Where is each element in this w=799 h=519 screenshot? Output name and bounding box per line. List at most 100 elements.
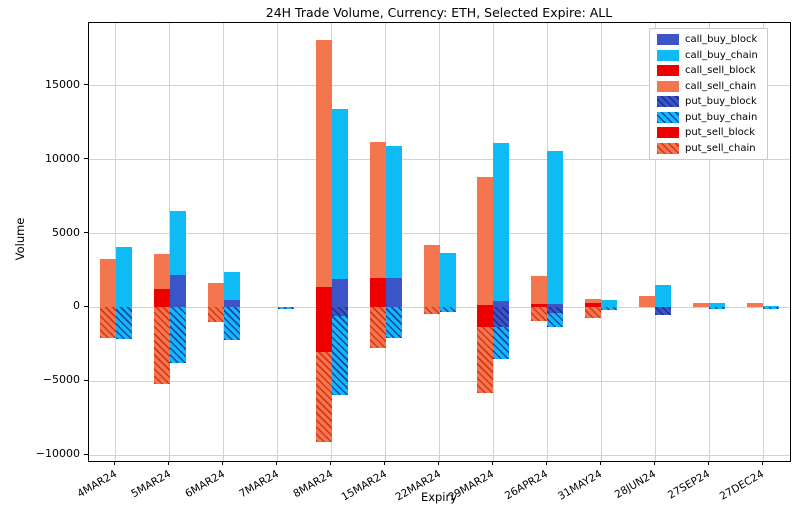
legend-label: put_buy_block <box>685 96 757 107</box>
legend-swatch-call_sell_block-icon <box>657 65 679 76</box>
bar-call_sell_chain-5MAR24 <box>153 254 170 289</box>
x-axis-label: Expiry <box>420 490 458 504</box>
bar-call_sell_chain-22MAR24 <box>423 245 440 308</box>
legend-item-put_buy_block: put_buy_block <box>657 96 758 107</box>
legend-label: call_buy_block <box>685 34 758 45</box>
bar-call_sell_block-26APR24 <box>531 304 548 308</box>
bar-call_buy_chain-22MAR24 <box>439 253 456 308</box>
bar-call_buy_chain-15MAR24 <box>385 146 402 278</box>
bar-put_sell_chain-22MAR24 <box>423 307 440 314</box>
y-tick-mark <box>84 305 88 307</box>
bar-call_sell_chain-15MAR24 <box>369 141 386 278</box>
bar-call_sell_block-15MAR24 <box>369 277 386 308</box>
x-tick-mark <box>707 461 709 465</box>
bar-put_sell_chain-29MAR24 <box>477 327 494 394</box>
bar-call_buy_chain-31MAY24 <box>601 299 618 308</box>
x-tick-mark <box>599 461 601 465</box>
bar-put_buy_block-26APR24 <box>547 307 564 314</box>
legend-label: put_sell_chain <box>685 142 756 154</box>
bar-put_sell_block-8MAR24 <box>315 307 332 353</box>
bar-call_buy_chain-27DEC24 <box>763 305 780 308</box>
bar-put_buy_chain-4MAR24 <box>115 307 132 340</box>
bar-call_sell_block-29MAR24 <box>477 305 494 308</box>
legend-item-call_sell_chain: call_sell_chain <box>657 80 758 92</box>
bar-call_buy_chain-5MAR24 <box>169 211 186 275</box>
x-tick-mark <box>438 461 439 465</box>
bar-call_buy_block-15MAR24 <box>385 277 402 308</box>
y-tick-mark <box>84 84 88 86</box>
x-tick-mark <box>545 461 547 465</box>
bar-call_sell_chain-4MAR24 <box>99 259 116 308</box>
y-tick-label: 10000 <box>45 151 80 165</box>
legend-item-put_sell_chain: put_sell_chain <box>657 142 758 154</box>
bar-call_buy_chain-27SEP24 <box>709 303 726 308</box>
bar-call_buy_chain-8MAR24 <box>331 109 348 280</box>
bar-call_buy_chain-26APR24 <box>547 150 564 305</box>
bar-call_sell_chain-27DEC24 <box>747 302 764 308</box>
legend-item-put_sell_block: put_sell_block <box>657 127 758 138</box>
legend-swatch-put_sell_chain-icon <box>657 142 679 154</box>
y-tick-mark <box>84 232 88 233</box>
bar-put_buy_chain-31MAY24 <box>601 307 618 310</box>
y-tick-label: −10000 <box>35 447 80 461</box>
y-tick-label: −5000 <box>42 373 80 387</box>
x-tick-mark <box>384 461 386 465</box>
x-tick-mark <box>168 461 170 465</box>
bar-put_buy_chain-5MAR24 <box>169 307 186 363</box>
bar-put_buy_chain-6MAR24 <box>223 307 240 340</box>
bar-call_buy_block-8MAR24 <box>331 279 348 308</box>
y-tick-mark <box>84 453 88 455</box>
x-tick-mark <box>222 461 224 465</box>
x-tick-mark <box>114 461 116 465</box>
bar-call_buy_block-6MAR24 <box>223 299 240 308</box>
legend-swatch-call_buy_block-icon <box>657 34 679 45</box>
legend-item-call_sell_block: call_sell_block <box>657 65 758 76</box>
legend-label: put_sell_block <box>685 127 756 138</box>
bar-call_sell_chain-31MAY24 <box>585 299 602 304</box>
bar-call_buy_block-29MAR24 <box>493 300 510 308</box>
bar-put_buy_chain-7MAR24 <box>277 307 294 309</box>
legend-item-put_buy_chain: put_buy_chain <box>657 111 758 123</box>
bar-put_sell_chain-6MAR24 <box>207 307 224 323</box>
x-tick-mark <box>276 461 278 465</box>
chart-title: 24H Trade Volume, Currency: ETH, Selecte… <box>265 5 613 20</box>
bar-call_sell_chain-28JUN24 <box>639 295 656 308</box>
bar-put_buy_chain-22MAR24 <box>439 307 456 312</box>
x-tick-mark <box>330 461 332 465</box>
bar-call_buy_chain-29MAR24 <box>493 143 510 301</box>
bar-put_buy_chain-15MAR24 <box>385 307 402 339</box>
bar-put_sell_chain-31MAY24 <box>585 307 602 318</box>
bar-call_sell_chain-8MAR24 <box>315 39 332 288</box>
bar-put_sell_chain-4MAR24 <box>99 307 116 339</box>
bar-put_sell_block-29MAR24 <box>477 307 494 327</box>
y-tick-mark <box>84 379 88 381</box>
y-tick-label: 15000 <box>45 77 80 91</box>
legend-swatch-call_buy_chain-icon <box>657 49 679 61</box>
v-gridline <box>654 23 656 461</box>
bar-put_buy_chain-29MAR24 <box>493 327 510 360</box>
v-gridline <box>600 23 602 461</box>
legend-swatch-put_buy_block-icon <box>657 96 679 107</box>
bar-call_sell_chain-27SEP24 <box>693 302 710 308</box>
v-gridline <box>439 23 440 461</box>
bar-put_buy_chain-8MAR24 <box>331 316 348 395</box>
legend: call_buy_block call_buy_chain call_sell_bl… <box>649 28 768 160</box>
y-axis-label: Volume <box>13 217 27 261</box>
bar-call_buy_chain-28JUN24 <box>655 285 672 308</box>
legend-swatch-put_buy_chain-icon <box>657 111 679 123</box>
bar-call_sell_block-5MAR24 <box>153 288 170 308</box>
v-gridline <box>223 23 225 461</box>
bar-put_buy_chain-27DEC24 <box>763 307 780 310</box>
bar-put_sell_chain-26APR24 <box>531 307 548 321</box>
legend-label: call_buy_chain <box>685 49 758 61</box>
v-gridline <box>762 23 764 461</box>
bar-put_sell_chain-5MAR24 <box>153 307 170 385</box>
bar-call_sell_chain-29MAR24 <box>477 177 494 306</box>
bar-call_sell_chain-26APR24 <box>531 276 548 305</box>
x-tick-mark <box>653 461 655 465</box>
bar-put_buy_block-29MAR24 <box>493 307 510 327</box>
bar-put_buy_block-28JUN24 <box>655 307 672 316</box>
v-gridline <box>115 23 117 461</box>
legend-label: put_buy_chain <box>685 111 758 123</box>
v-gridline <box>708 23 710 461</box>
